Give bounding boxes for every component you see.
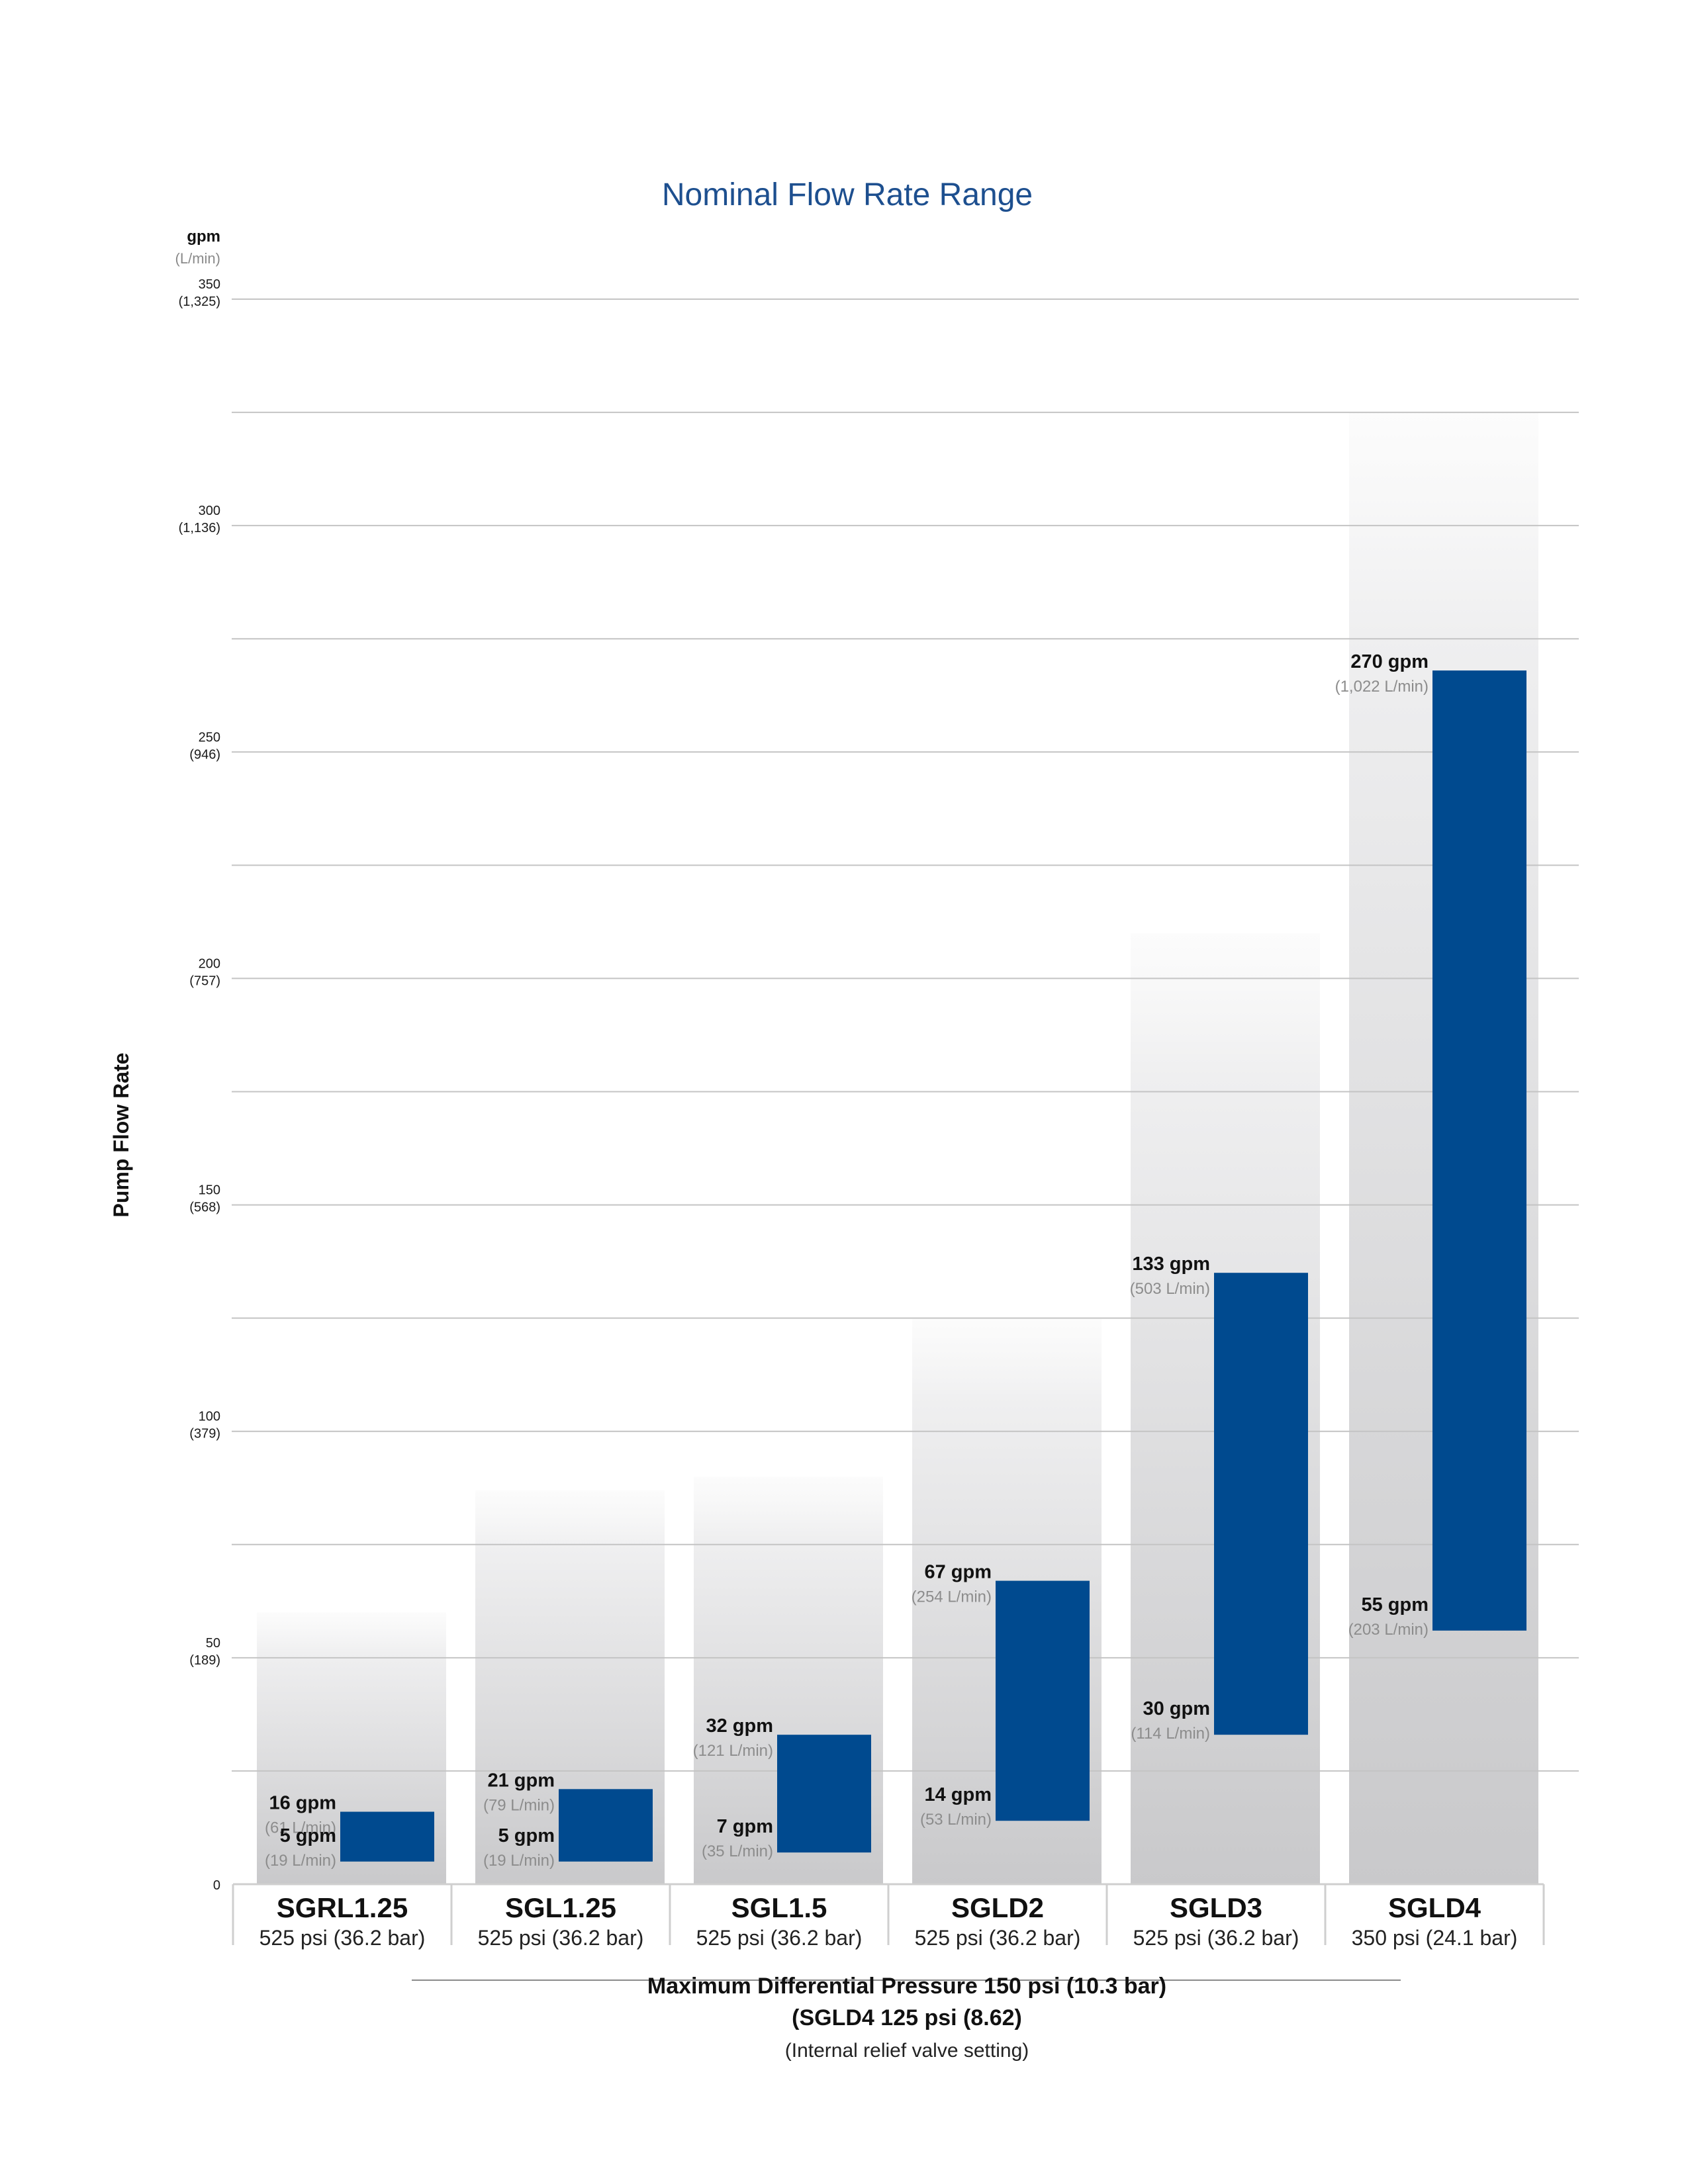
footnote-line-2: (SGLD4 125 psi (8.62) — [792, 2005, 1022, 2030]
chart-title: Nominal Flow Rate Range — [662, 177, 1033, 212]
y-tick-sub-label: (757) — [189, 974, 220, 988]
min-flow-sub-label: (19 L/min) — [265, 1852, 336, 1870]
range-bar-sgrl1-25 — [340, 1811, 434, 1862]
footnote-line-3: (Internal relief valve setting) — [785, 2040, 1029, 2062]
min-flow-sub-label: (203 L/min) — [1348, 1621, 1429, 1639]
min-flow-label: 55 gpm — [1361, 1594, 1429, 1615]
range-bars — [340, 670, 1526, 1862]
y-tick-label: 300 — [199, 504, 220, 518]
data-labels: 16 gpm(61 L/min)5 gpm(19 L/min)21 gpm(79… — [265, 651, 1429, 1870]
min-flow-sub-label: (35 L/min) — [702, 1843, 773, 1860]
range-bar-sgl1-25 — [559, 1789, 653, 1862]
max-flow-label: 133 gpm — [1132, 1253, 1210, 1275]
category-pressure-label: 525 psi (36.2 bar) — [696, 1926, 863, 1950]
category-pressure-label: 525 psi (36.2 bar) — [478, 1926, 644, 1950]
backdrop-columns — [257, 412, 1538, 1885]
y-tick-label: 50 — [206, 1636, 220, 1651]
category-label: SGLD4 — [1388, 1892, 1481, 1923]
min-flow-sub-label: (19 L/min) — [483, 1852, 555, 1870]
x-axis: SGRL1.25 525 psi (36.2 bar) SGL1.25 525 psi… — [232, 1883, 1545, 1950]
min-flow-label: 5 gpm — [498, 1825, 555, 1846]
max-flow-sub-label: (121 L/min) — [693, 1742, 773, 1760]
range-bar-sgld3 — [1214, 1273, 1308, 1735]
range-bar-sgld2 — [996, 1580, 1090, 1821]
y-tick-label: 0 — [213, 1878, 220, 1893]
min-flow-sub-label: (114 L/min) — [1131, 1725, 1210, 1743]
max-flow-label: 16 gpm — [269, 1793, 336, 1814]
max-flow-label: 32 gpm — [706, 1715, 773, 1737]
y-axis-title: Pump Flow Rate — [109, 1053, 133, 1218]
y-tick-sub-label: (946) — [189, 747, 220, 762]
max-flow-label: 67 gpm — [924, 1562, 992, 1583]
max-flow-sub-label: (61 L/min) — [265, 1819, 336, 1837]
y-tick-label: 350 — [199, 277, 220, 292]
category-label: SGL1.25 — [505, 1892, 616, 1923]
y-tick-label: 250 — [199, 730, 220, 745]
category-pressure-label: 525 psi (36.2 bar) — [915, 1926, 1081, 1950]
max-flow-label: 21 gpm — [487, 1770, 555, 1791]
category-label: SGLD2 — [951, 1892, 1044, 1923]
min-flow-label: 30 gpm — [1143, 1698, 1210, 1719]
range-bar-sgl1-5 — [777, 1735, 871, 1853]
max-flow-sub-label: (503 L/min) — [1130, 1280, 1210, 1298]
y-unit-sub-label: (L/min) — [175, 250, 220, 267]
category-label: SGL1.5 — [731, 1892, 827, 1923]
y-axis-ticks: 0 50 (189) 100 (379) 150 (568) 200 (757) 250 (946)… — [179, 277, 220, 1893]
category-pressure-label: 525 psi (36.2 bar) — [1133, 1926, 1299, 1950]
category-pressure-label: 525 psi (36.2 bar) — [259, 1926, 426, 1950]
max-flow-sub-label: (254 L/min) — [912, 1588, 992, 1606]
category-label: SGLD3 — [1170, 1892, 1262, 1923]
gridlines — [232, 298, 1579, 1772]
min-flow-sub-label: (53 L/min) — [920, 1811, 992, 1829]
min-flow-label: 7 gpm — [717, 1816, 773, 1837]
category-pressure-label: 350 psi (24.1 bar) — [1352, 1926, 1518, 1950]
y-tick-sub-label: (379) — [189, 1427, 220, 1441]
max-flow-sub-label: (79 L/min) — [483, 1796, 555, 1814]
y-tick-label: 100 — [199, 1410, 220, 1424]
y-unit-label: gpm — [187, 228, 220, 246]
max-flow-label: 270 gpm — [1350, 651, 1429, 672]
y-tick-sub-label: (568) — [189, 1201, 220, 1215]
min-flow-label: 5 gpm — [280, 1825, 336, 1846]
y-tick-label: 150 — [199, 1183, 220, 1198]
range-bar-sgld4 — [1432, 670, 1526, 1631]
footnote-line-1: Maximum Differential Pressure 150 psi (1… — [647, 1974, 1166, 1999]
max-flow-sub-label: (1,022 L/min) — [1335, 678, 1429, 696]
y-tick-sub-label: (1,325) — [179, 295, 220, 309]
y-tick-sub-label: (189) — [189, 1653, 220, 1668]
category-label: SGRL1.25 — [277, 1892, 408, 1923]
y-tick-sub-label: (1,136) — [179, 521, 220, 535]
min-flow-label: 14 gpm — [924, 1784, 992, 1805]
y-tick-label: 200 — [199, 956, 220, 971]
